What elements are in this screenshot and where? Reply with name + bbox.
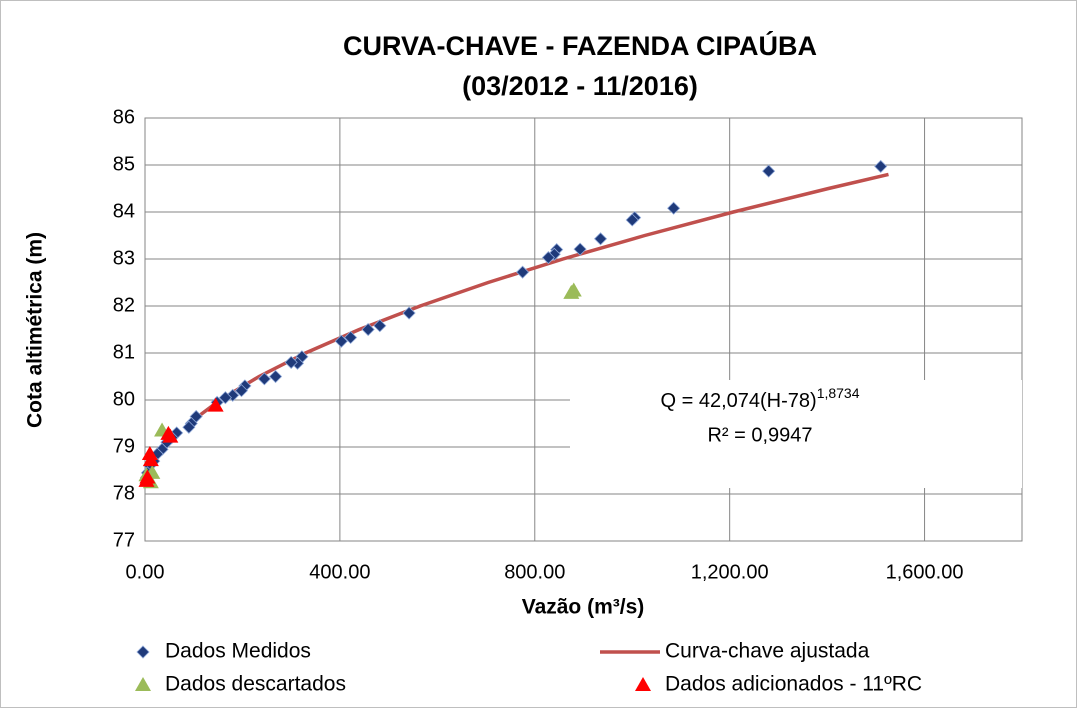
point bbox=[142, 452, 159, 467]
y-tick-label: 78 bbox=[113, 482, 135, 504]
point bbox=[207, 397, 224, 412]
point bbox=[160, 425, 177, 440]
legend-swatch bbox=[135, 677, 151, 691]
point bbox=[541, 251, 555, 265]
point bbox=[257, 372, 271, 386]
point bbox=[344, 330, 358, 345]
y-tick-label: 79 bbox=[113, 435, 135, 457]
plot-marks bbox=[138, 159, 889, 489]
fitted-curve bbox=[187, 172, 889, 425]
point bbox=[516, 265, 530, 279]
legend-swatch bbox=[635, 677, 651, 691]
chart-title: CURVA-CHAVE - FAZENDA CIPAÚBA bbox=[343, 30, 817, 61]
legend-label: Dados Medidos bbox=[165, 640, 311, 663]
point bbox=[182, 420, 196, 434]
point bbox=[218, 391, 232, 405]
point bbox=[138, 472, 155, 487]
y-tick-label: 81 bbox=[113, 341, 135, 363]
y-tick-label: 80 bbox=[113, 388, 135, 410]
grid: 77 78 79 80 81 82 83 84 85 86 0.00 400.00 800.00 1,20… bbox=[113, 106, 1023, 583]
legend: Dados Medidos Curva-chave ajustada Dados d… bbox=[135, 640, 922, 696]
point bbox=[334, 334, 348, 348]
point bbox=[141, 446, 158, 461]
y-tick-label: 86 bbox=[113, 106, 135, 128]
point bbox=[874, 159, 888, 173]
point bbox=[625, 213, 639, 227]
y-tick-label: 83 bbox=[113, 247, 135, 269]
x-tick-label: 0.00 bbox=[126, 561, 165, 583]
equation-text: Q = 42,074(H-78) bbox=[660, 390, 816, 412]
point bbox=[573, 242, 587, 256]
legend-label: Dados descartados bbox=[165, 673, 346, 696]
equation: Q = 42,074(H-78)1,8734 bbox=[660, 385, 859, 413]
point bbox=[593, 232, 608, 246]
chart-subtitle: (03/2012 - 11/2016) bbox=[462, 71, 698, 101]
legend-label: Curva-chave ajustada bbox=[665, 640, 870, 663]
point bbox=[563, 284, 580, 299]
y-tick-label: 84 bbox=[113, 200, 135, 222]
x-tick-label: 400.00 bbox=[309, 561, 370, 583]
point bbox=[234, 384, 249, 398]
x-axis-label: Vazão (m³/s) bbox=[522, 596, 645, 619]
annotation-box bbox=[570, 380, 1022, 488]
point bbox=[361, 322, 375, 337]
point bbox=[667, 201, 681, 215]
point bbox=[762, 164, 776, 178]
equation-exponent: 1,8734 bbox=[817, 385, 860, 401]
r-squared: R² = 0,9947 bbox=[707, 424, 812, 446]
y-tick-label: 82 bbox=[113, 294, 135, 316]
y-tick-label: 77 bbox=[113, 529, 135, 551]
y-tick-label: 85 bbox=[113, 153, 135, 175]
x-tick-label: 1,600.00 bbox=[886, 561, 964, 583]
legend-swatch bbox=[136, 645, 150, 659]
legend-label: Dados adicionados - 11ºRC bbox=[665, 673, 922, 696]
y-axis-label: Cota altimétrica (m) bbox=[24, 232, 47, 428]
x-tick-label: 1,200.00 bbox=[691, 561, 769, 583]
point bbox=[402, 306, 416, 320]
point bbox=[373, 319, 387, 333]
point bbox=[269, 369, 283, 384]
point bbox=[284, 355, 298, 369]
x-tick-label: 800.00 bbox=[504, 561, 565, 583]
